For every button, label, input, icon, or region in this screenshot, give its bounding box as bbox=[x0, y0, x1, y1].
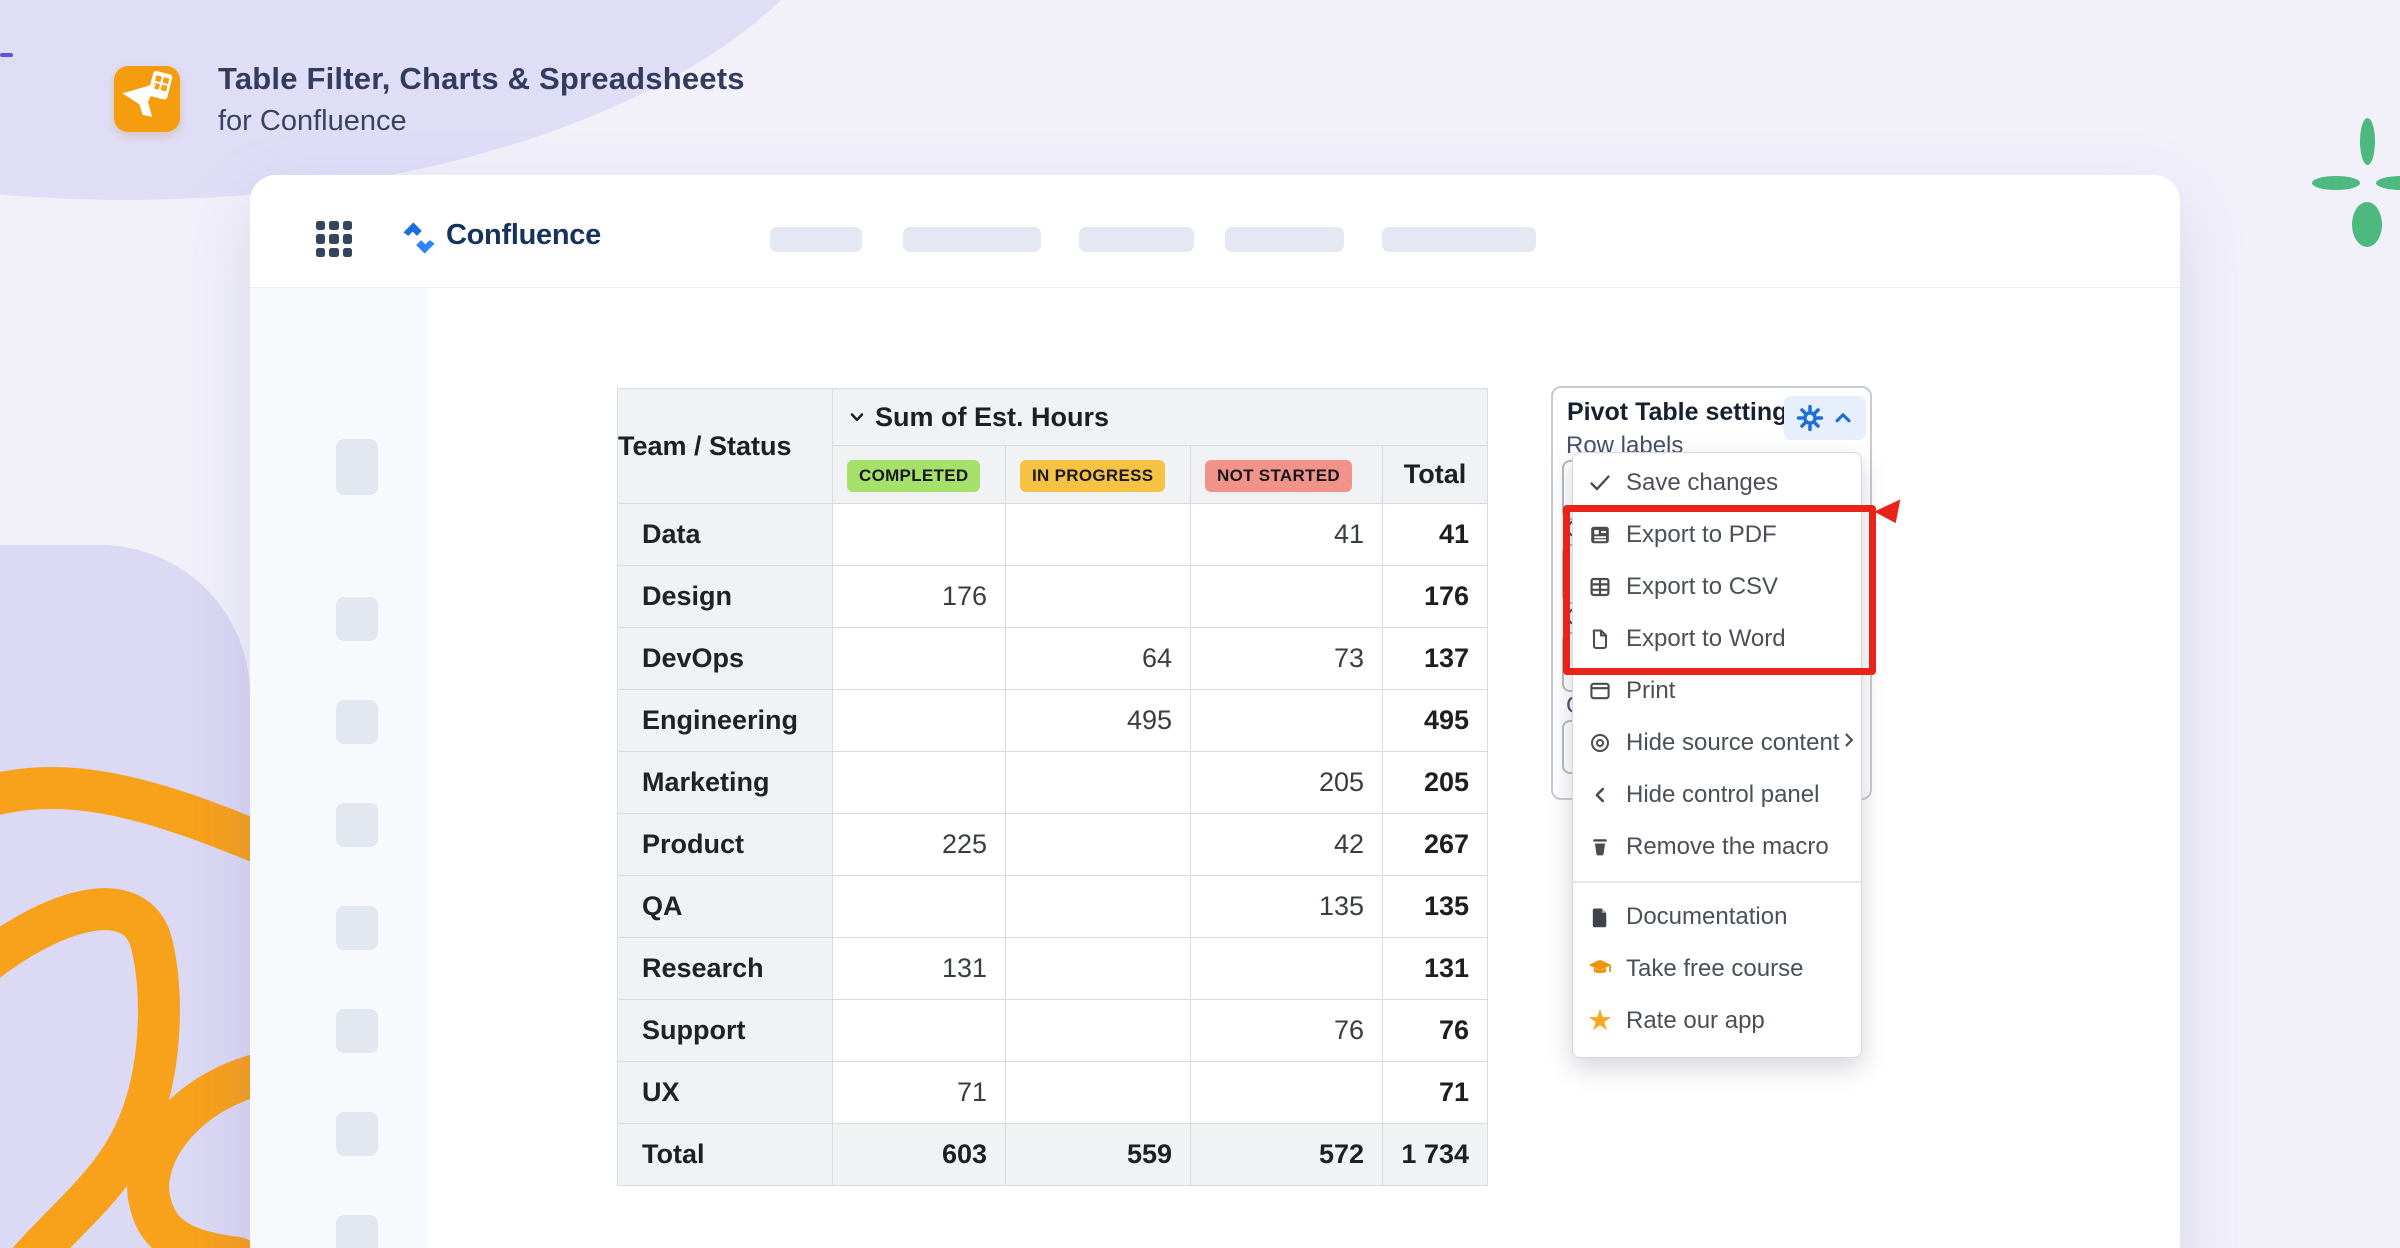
star-icon: ★ bbox=[1587, 1004, 1613, 1037]
print-icon bbox=[1587, 678, 1613, 704]
table-row: Engineering 495 495 bbox=[617, 689, 1488, 752]
nav-placeholder bbox=[1079, 227, 1194, 252]
confluence-wordmark: Confluence bbox=[446, 219, 601, 251]
confluence-logo-icon bbox=[403, 222, 435, 254]
document-icon bbox=[1587, 904, 1613, 930]
pivot-group-header: Sum of Est. Hours bbox=[875, 401, 1110, 432]
lavender-bottom-blob bbox=[0, 545, 250, 1248]
table-row: Support 76 76 bbox=[617, 999, 1488, 1062]
status-badge-in-progress: IN PROGRESS bbox=[1020, 460, 1166, 492]
table-row: QA 135 135 bbox=[617, 875, 1488, 938]
menu-item-hide-source-content[interactable]: Hide source content bbox=[1573, 717, 1861, 769]
menu-item-save-changes[interactable]: Save changes bbox=[1573, 457, 1861, 509]
table-row: Design 176 176 bbox=[617, 565, 1488, 628]
export-word-icon bbox=[1587, 626, 1613, 652]
orange-squiggle-decoration bbox=[0, 767, 250, 1248]
nav-placeholder bbox=[903, 227, 1041, 252]
menu-item-documentation[interactable]: Documentation bbox=[1573, 891, 1861, 943]
app-switcher-icon[interactable] bbox=[316, 221, 352, 257]
settings-dropdown-menu: Save changes Export to PDF bbox=[1572, 452, 1862, 1058]
sidebar-placeholder bbox=[336, 1215, 378, 1248]
nav-placeholder bbox=[770, 227, 862, 252]
status-badge-completed: COMPLETED bbox=[847, 460, 981, 492]
sidebar-placeholder bbox=[336, 439, 378, 495]
app-title: Table Filter, Charts & Spreadsheets bbox=[218, 61, 745, 96]
pivot-corner-header: Team / Status bbox=[617, 388, 833, 504]
export-csv-icon bbox=[1587, 574, 1613, 600]
collapse-chevron-icon[interactable] bbox=[847, 407, 867, 427]
gear-icon bbox=[1796, 404, 1824, 432]
menu-item-rate-our-app[interactable]: ★ Rate our app bbox=[1587, 1004, 1765, 1037]
app-subtitle: for Confluence bbox=[218, 104, 407, 137]
table-row: DevOps 64 73 137 bbox=[617, 627, 1488, 690]
nav-placeholder bbox=[1225, 227, 1344, 252]
settings-gear-button[interactable] bbox=[1784, 396, 1866, 440]
green-petal-decoration bbox=[2312, 118, 2400, 248]
eye-icon bbox=[1587, 730, 1613, 756]
chevron-right-icon bbox=[1839, 729, 1859, 757]
export-pdf-icon bbox=[1587, 522, 1613, 548]
sidebar-placeholder bbox=[336, 597, 378, 641]
menu-item-print[interactable]: Print bbox=[1573, 665, 1861, 717]
panel-title: Pivot Table settings bbox=[1567, 398, 1802, 426]
sidebar-placeholder bbox=[336, 1009, 378, 1053]
table-row: Marketing 205 205 bbox=[617, 751, 1488, 814]
menu-item-export-pdf[interactable]: Export to PDF bbox=[1573, 509, 1861, 561]
menu-divider bbox=[1573, 881, 1861, 883]
nav-placeholder bbox=[1382, 227, 1536, 252]
sidebar-placeholder bbox=[336, 700, 378, 744]
table-row: Data 41 41 bbox=[617, 503, 1488, 566]
table-row: Product 225 42 267 bbox=[617, 813, 1488, 876]
menu-item-remove-macro[interactable]: Remove the macro bbox=[1573, 821, 1861, 873]
sidebar-placeholder bbox=[336, 1112, 378, 1156]
app-branding: Table Filter, Charts & Spreadsheets for … bbox=[218, 60, 745, 139]
status-badge-not-started: NOT STARTED bbox=[1205, 460, 1352, 492]
sidebar-skeleton bbox=[250, 288, 428, 1248]
chevron-left-icon bbox=[1587, 782, 1613, 808]
sidebar-placeholder bbox=[336, 803, 378, 847]
pivot-table: Team / Status Sum of Est. Hours COMPLETE… bbox=[617, 388, 1488, 1186]
menu-item-export-csv[interactable]: Export to CSV bbox=[1573, 561, 1861, 613]
chevron-up-icon bbox=[1835, 413, 1851, 423]
menu-item-take-free-course[interactable]: Take free course bbox=[1573, 943, 1861, 995]
purple-dash-decoration bbox=[0, 53, 13, 57]
check-icon bbox=[1587, 470, 1613, 496]
menu-item-export-word[interactable]: Export to Word bbox=[1573, 613, 1861, 665]
sidebar-placeholder bbox=[336, 906, 378, 950]
total-column-header: Total bbox=[1382, 445, 1488, 504]
graduation-cap-icon bbox=[1587, 956, 1613, 982]
menu-item-hide-control-panel[interactable]: Hide control panel bbox=[1573, 769, 1861, 821]
top-navbar: Confluence bbox=[250, 175, 2180, 288]
table-row: Research 131 131 bbox=[617, 937, 1488, 1000]
table-row: UX 71 71 bbox=[617, 1061, 1488, 1124]
app-logo-icon bbox=[114, 66, 180, 132]
trash-icon bbox=[1587, 834, 1613, 860]
table-total-row: Total 603 559 572 1 734 bbox=[617, 1123, 1488, 1186]
